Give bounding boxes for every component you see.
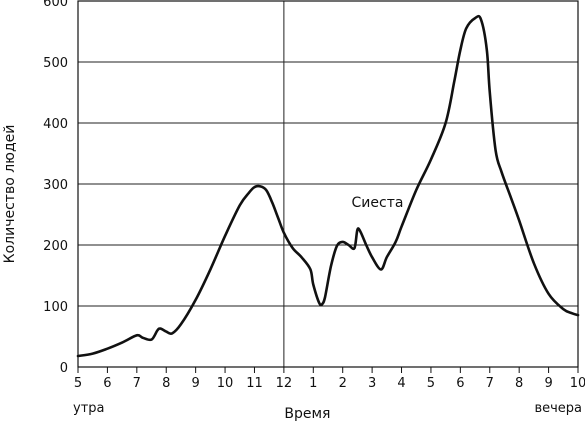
y-tick-label: 200 xyxy=(43,239,68,254)
x-tick-label: 11 xyxy=(246,376,263,391)
grid-lines xyxy=(78,61,578,307)
x-range-end-label: вечера xyxy=(534,401,582,416)
x-range-start-label: утра xyxy=(73,401,104,416)
y-tick-label: 500 xyxy=(43,56,68,71)
x-tick-label: 10 xyxy=(570,376,585,391)
y-tick-label: 300 xyxy=(43,178,68,193)
y-tick-labels: 0 100 200 300 400 500 600 xyxy=(43,0,68,376)
x-tick-label: 6 xyxy=(103,376,111,391)
x-tick-label: 6 xyxy=(456,376,464,391)
x-tick-label: 8 xyxy=(162,376,170,391)
y-tick-label: 600 xyxy=(43,0,68,10)
x-tick-label: 7 xyxy=(486,376,494,391)
x-tick-label: 7 xyxy=(133,376,141,391)
y-tick-label: 0 xyxy=(60,361,68,376)
y-tick-label: 400 xyxy=(43,117,68,132)
x-tick-label: 5 xyxy=(427,376,435,391)
x-axis-title: Время xyxy=(284,406,330,422)
x-tick-label: 3 xyxy=(368,376,376,391)
y-axis-title: Количество людей xyxy=(2,125,18,264)
x-tick-label: 9 xyxy=(544,376,552,391)
x-tick-label: 9 xyxy=(192,376,200,391)
x-tick-label: 12 xyxy=(276,376,293,391)
y-tick-label: 100 xyxy=(43,300,68,315)
x-tick-label: 8 xyxy=(515,376,523,391)
x-tick-label: 1 xyxy=(309,376,317,391)
x-tick-labels: 5 6 7 8 9 10 11 12 1 2 3 4 5 6 7 8 9 10 xyxy=(74,367,585,391)
plot-frame xyxy=(77,0,579,368)
x-tick-label: 10 xyxy=(217,376,234,391)
x-tick-label: 5 xyxy=(74,376,82,391)
series-line xyxy=(76,14,580,358)
x-tick-label: 4 xyxy=(397,376,405,391)
siesta-annotation: Сиеста xyxy=(352,195,404,211)
x-tick-label: 2 xyxy=(339,376,347,391)
